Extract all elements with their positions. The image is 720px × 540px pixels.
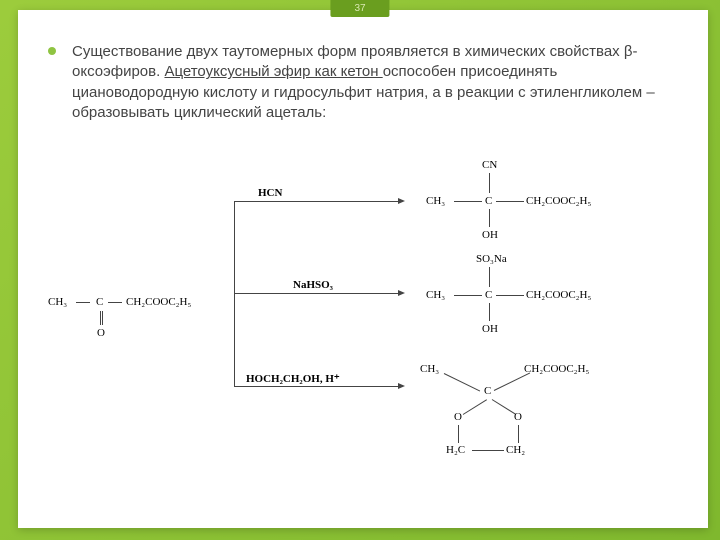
arrow-head-icon [398,198,405,204]
body-text-underlined: Ацетоуксусный эфир как кетон [164,63,382,80]
bond [492,399,516,415]
bond [102,311,103,325]
bond [444,373,480,391]
chem-r3-tail: CH₂COOC₂H₅ [524,363,589,375]
chem-r3-h2c: H₂C [446,444,465,456]
bond [458,425,459,443]
chem-r2-c: C [485,289,492,301]
bond [489,303,490,321]
slide-content: Существование двух таутомерных форм проя… [18,10,708,528]
bond [463,399,487,415]
chem-r3-ch3: CH₃ [420,363,439,375]
chem-r1-c: C [485,195,492,207]
bond [76,302,90,303]
bond [518,425,519,443]
chem-r3-o1: O [454,411,462,423]
body-paragraph: Существование двух таутомерных форм проя… [48,42,678,123]
bond [454,295,482,296]
page-number: 37 [330,0,389,17]
chem-r1-tail: CH₂COOC₂H₅ [526,195,591,207]
bullet-icon [48,47,56,55]
bond [100,311,101,325]
chem-r1-cn: CN [482,159,497,171]
bond [108,302,122,303]
bond [489,267,490,287]
chem-r2-oh: OH [482,323,498,335]
arrow-head-icon [398,290,405,296]
chem-r3-ch2: CH₂ [506,444,525,456]
arrow [234,293,400,294]
chem-start-c: C [96,296,103,308]
bond [472,450,504,451]
arrow-head-icon [398,383,405,389]
bond [489,209,490,227]
chem-r3-o2: O [514,411,522,423]
chem-r2-ch3: CH₃ [426,289,445,301]
chem-r3-label: HOCH₂CH₂OH, H⁺ [246,372,340,385]
bond [496,201,524,202]
chem-start-o: O [97,327,105,339]
chem-r1-label: HCN [258,187,282,199]
chem-r2-tail: CH₂COOC₂H₅ [526,289,591,301]
chem-r2-label: NaHSO₃ [293,279,333,291]
chem-r1-ch3: CH₃ [426,195,445,207]
bond [494,373,530,391]
bond [454,201,482,202]
chem-start-ch3: CH₃ [48,296,67,308]
chem-r2-so3na: SO₃Na [476,253,507,265]
chem-r3-c: C [484,385,491,397]
bond [489,173,490,193]
chem-r1-oh: OH [482,229,498,241]
arrow [234,386,400,387]
chemistry-diagram: CH₃ C CH₂COOC₂H₅ O HCN CN CH₃ C CH₂COOC₂… [48,151,678,471]
chem-start-tail: CH₂COOC₂H₅ [126,296,191,308]
bond [496,295,524,296]
arrow [234,201,400,202]
